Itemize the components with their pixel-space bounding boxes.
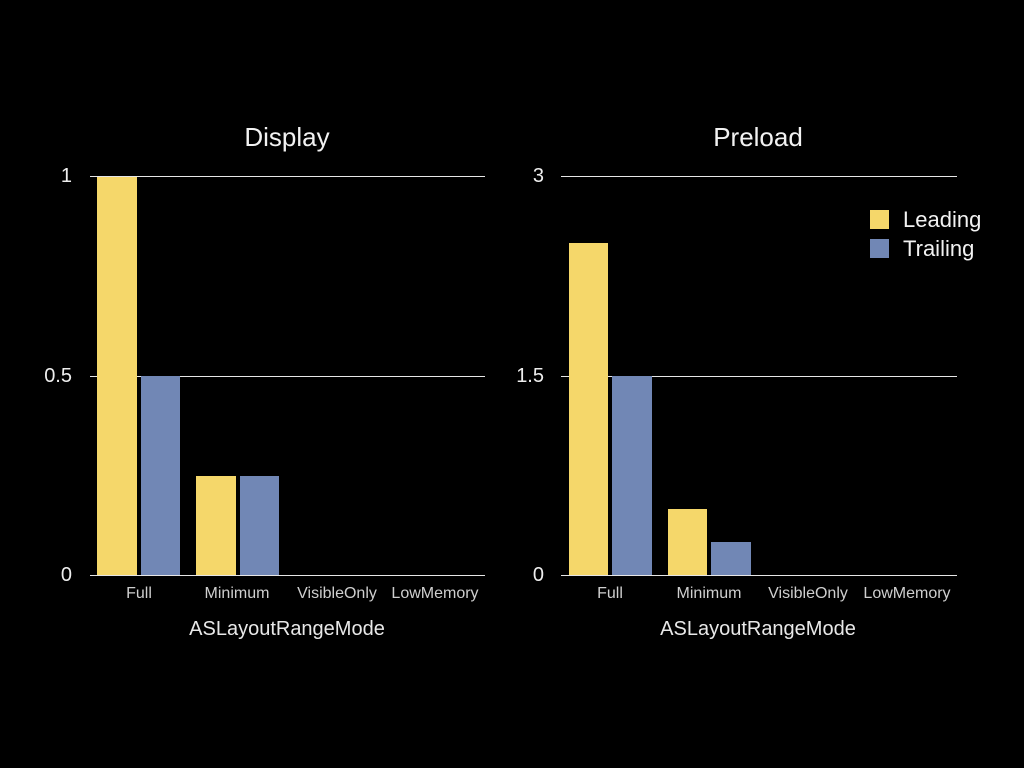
legend-item-leading: Leading [870,205,981,234]
bar-leading-full [97,177,137,575]
x-axis-line [90,575,485,576]
gridline [561,376,957,377]
bar-leading-minimum [196,476,236,575]
chart-title: Display [244,122,330,152]
bar-trailing-full [141,376,180,575]
x-tick: Minimum [676,585,742,602]
x-axis-label: ASLayoutRangeMode [189,618,385,640]
x-tick: LowMemory [863,585,951,602]
y-tick: 1 [60,165,72,187]
x-tick: Minimum [204,585,270,602]
chart-title: Preload [713,122,803,152]
bar-leading-minimum [668,509,707,575]
x-tick: Full [597,585,623,602]
x-tick: VisibleOnly [297,585,377,602]
legend-label: Trailing [903,235,975,261]
y-tick: 3 [532,165,544,187]
y-tick: 1.5 [516,365,544,387]
bar-trailing-minimum [240,476,279,575]
legend-item-trailing: Trailing [870,234,981,263]
bar-leading-full [569,243,608,575]
y-tick: 0.5 [44,365,72,387]
x-axis-line [561,575,957,576]
x-axis-label: ASLayoutRangeMode [660,618,856,640]
legend-swatch-trailing [870,239,889,258]
y-tick: 0 [60,564,72,586]
gridline [561,176,957,177]
x-tick: LowMemory [391,585,479,602]
y-tick: 0 [532,564,544,586]
bar-trailing-minimum [711,542,751,575]
legend-label: Leading [903,206,982,232]
gridline [90,376,485,377]
legend: Leading Trailing [870,205,981,263]
bar-trailing-full [612,376,652,575]
x-tick: VisibleOnly [768,585,848,602]
legend-swatch-leading [870,210,889,229]
gridline [90,176,485,177]
x-tick: Full [126,585,152,602]
